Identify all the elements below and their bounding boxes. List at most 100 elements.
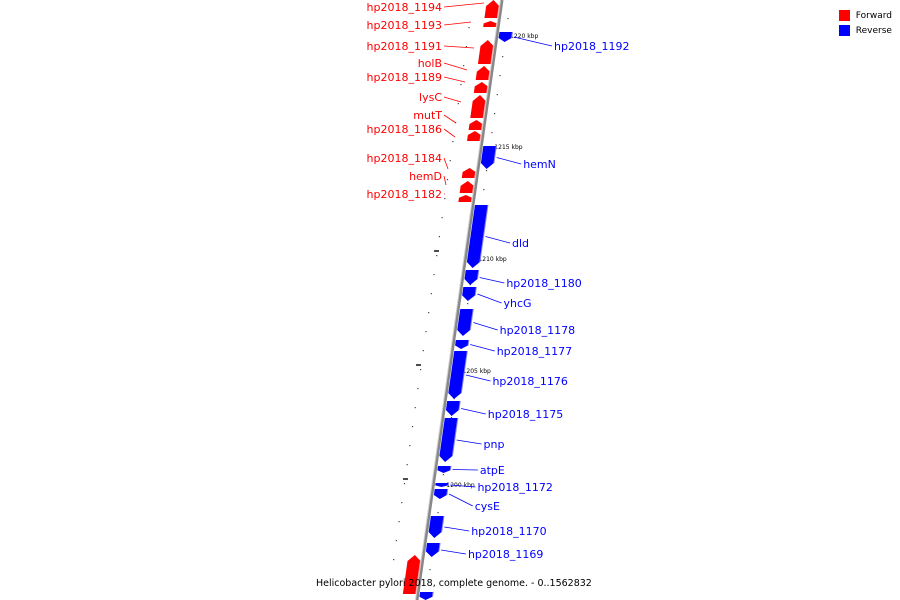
gene-arrow-body [457,309,474,336]
gene-reverse-hp2018_1175 [445,400,461,416]
gene-label: hp2018_1193 [367,19,442,32]
map-caption: Helicobacter pylori 2018, complete genom… [316,578,592,589]
gene-arrow-shade [493,145,497,164]
minor-tick [483,189,485,191]
gene-forward-hp2018_1191 [477,40,494,65]
gene-label: hp2018_1175 [488,408,563,421]
gene-arrow-body [464,270,479,285]
minor-tick [465,46,467,48]
gene-arrow-body [484,0,500,18]
minor-tick [390,578,392,580]
gene-reverse-pnp [439,417,459,462]
gene-arrow-body [466,205,488,268]
gene-arrow-shade [490,45,494,65]
label-leader-line [496,157,522,165]
gene-arrow-shade [438,542,441,552]
gene-arrow-body [439,418,458,462]
minor-tick [430,293,432,295]
gene-label: hp2018_1182 [367,188,442,201]
label-leader-line [441,549,467,555]
gene-arrow-shade [476,269,480,280]
minor-tick [499,75,501,77]
gene-arrow-shade [458,400,461,411]
gene-arrow-shade [467,339,470,346]
gene-forward-mutT [468,120,483,131]
gene-forward-lysC [470,95,487,119]
label-leader-line [444,526,470,532]
gene-reverse-hp2018_1192 [498,31,513,42]
legend-item-forward: Forward [838,8,892,23]
gene-arrow-body [462,287,477,301]
gene-forward-hemD [459,181,475,194]
label-leader-line [477,293,502,304]
minor-tick [442,474,445,476]
minor-tick [446,179,449,181]
gene-forward-partial [402,555,422,595]
gene-label: hp2018_1192 [554,40,629,53]
label-leader-line [473,322,498,331]
gene-arrow-shade [474,171,477,179]
gene-arrow-body [428,516,444,538]
gene-label: hp2018_1170 [471,525,546,538]
gene-arrow-body [458,195,472,202]
label-leader-line [465,374,491,382]
minor-tick [420,369,422,371]
label-leader-line [513,36,553,47]
minor-tick [422,350,424,352]
gene-reverse-hp2018_1177 [455,339,470,349]
minor-tick [437,512,439,514]
label-leader-line [456,439,482,445]
gene-arrow-body [473,82,488,93]
gene-reverse-hp2018_1176 [448,350,468,399]
gene-reverse-hp2018_1169 [425,542,441,557]
gene-label: hp2018_1172 [477,481,552,494]
gene-forward-hp2018_1186 [467,131,482,142]
gene-reverse-yhcG [462,286,477,301]
minor-tick [401,502,403,504]
gene-label: dld [512,237,529,250]
label-leader-line [485,236,511,244]
minor-tick [502,56,504,58]
gene-label: mutT [413,109,442,122]
label-leader-line [443,21,472,26]
minor-tick [428,312,430,314]
minor-tick [467,303,469,305]
kbp-marker-label: 1210 kbp [478,256,506,263]
minor-tick [429,569,431,571]
label-leader-line [479,277,505,284]
gene-forward-hp2018_1182 [458,195,473,203]
gene-arrow-shade [446,488,449,496]
minor-tick [468,27,470,29]
gene-arrow-body [425,543,441,557]
label-leader-line [443,96,462,103]
legend-swatch-forward [838,10,850,21]
gene-arrow-body [498,32,513,42]
gene-label: hp2018_1178 [500,324,575,337]
minor-tick [485,170,488,172]
minor-tick [444,198,446,200]
gene-arrow-body [435,483,449,487]
gene-arrow-body [468,120,483,130]
legend-item-reverse: Reverse [838,23,892,38]
minor-tick [449,160,451,162]
gene-label: hp2018_1169 [468,548,543,561]
gene-label: hp2018_1186 [367,123,442,136]
kbp-marker-label: 1205 kbp [463,368,491,375]
gene-label: cysE [475,500,500,513]
label-leader-line [443,128,456,138]
minor-tick [491,132,493,134]
minor-tick [438,236,441,238]
gene-arrow-shade [474,286,477,296]
gene-arrow-shade [470,197,473,203]
gene-reverse-hp2018_1180 [464,269,480,285]
gene-arrow-shade [441,515,445,533]
minor-tick [417,388,419,390]
gene-label: lysC [419,91,442,104]
gene-arrow-body [419,592,434,600]
genome-backbone-highlight [415,0,501,600]
gene-arrow-body [448,351,468,399]
minor-tick [452,141,454,143]
gene-reverse-dld [466,204,489,268]
gene-arrow-body [437,466,451,473]
